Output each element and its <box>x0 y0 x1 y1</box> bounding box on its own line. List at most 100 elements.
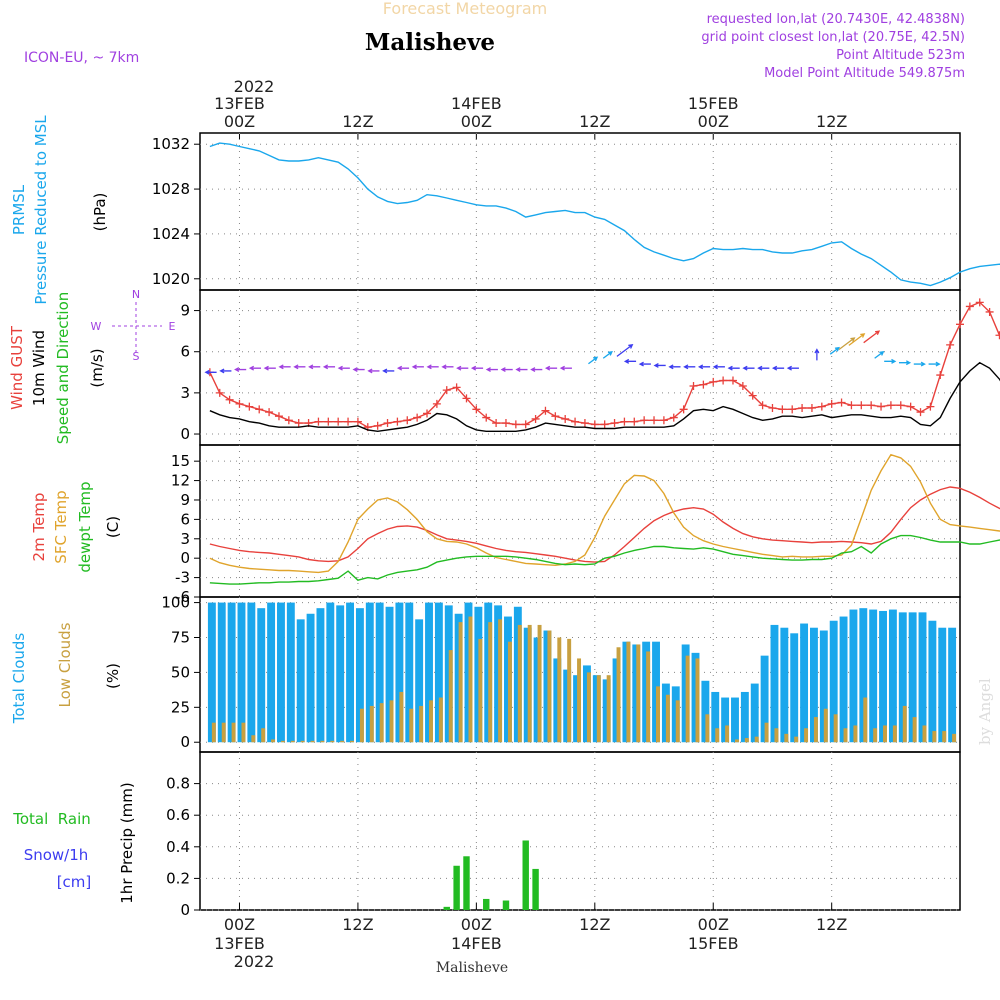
gust-marker <box>432 399 441 408</box>
gust-marker <box>610 419 619 428</box>
gust-marker <box>728 376 737 385</box>
total-cloud-bar <box>770 624 779 743</box>
low-cloud-bar <box>804 728 809 743</box>
top-date-label: 14FEB <box>451 94 502 113</box>
wind-speed-dir-label: Speed and Direction <box>54 292 72 445</box>
wind-arrow <box>771 365 785 371</box>
rain-bar <box>453 865 460 910</box>
gust-marker <box>274 412 283 421</box>
gust-marker <box>452 383 461 392</box>
low-cloud-bar <box>833 714 838 743</box>
gust-marker <box>669 413 678 422</box>
gust-marker <box>294 419 303 428</box>
bottom-hour-label: 12Z <box>579 915 610 934</box>
low-cloud-bar <box>557 637 562 743</box>
gust-marker <box>926 402 935 411</box>
gust-marker <box>511 420 520 429</box>
total-cloud-bar <box>849 609 858 743</box>
wind-arrow <box>683 364 696 370</box>
low-cloud-bar <box>823 708 828 743</box>
clouds-ytick-label: 0 <box>180 733 190 751</box>
rain-bar <box>483 898 490 910</box>
gust-marker <box>965 302 974 311</box>
total-cloud-bar <box>306 613 315 743</box>
total-cloud-bar <box>415 619 424 743</box>
low-cloud-bar <box>744 738 749 743</box>
top-hour-label: 12Z <box>579 112 610 131</box>
low-cloud-bar <box>458 622 463 743</box>
gust-marker <box>462 394 471 403</box>
wind-ytick-label: 3 <box>180 384 190 402</box>
gust-marker <box>492 419 501 428</box>
low-cloud-bar <box>290 740 295 743</box>
low-cloud-bar <box>932 731 937 743</box>
low-cloud-bar <box>606 675 611 743</box>
total-cloud-bar <box>869 609 878 743</box>
low-cloud-bar <box>251 735 256 743</box>
total-cloud-bar <box>839 616 848 743</box>
gust-marker <box>482 413 491 422</box>
gust-marker <box>738 382 747 391</box>
compass-e: E <box>169 320 176 333</box>
low-cloud-bar <box>478 638 483 743</box>
total-cloud-bar <box>829 620 838 743</box>
low-cloud-bar <box>636 644 641 743</box>
wind-10m-label: 10m Wind <box>30 330 48 406</box>
low-cloud-bar <box>922 725 927 743</box>
gust-marker <box>896 401 905 410</box>
gust-marker <box>413 413 422 422</box>
low-cloud-bar <box>764 722 769 743</box>
wind-arrow <box>874 350 885 359</box>
total-cloud-bar <box>731 697 739 743</box>
precipitation-ytick-label: 0.6 <box>166 806 190 824</box>
low-cloud-bar <box>211 722 216 743</box>
snow-unit-label: [cm] <box>57 873 92 891</box>
gust-marker <box>393 417 402 426</box>
low-cloud-bar <box>359 708 364 743</box>
rain-bar <box>443 906 450 910</box>
temperature-ytick-label: 0 <box>180 549 190 567</box>
total-cloud-bar <box>346 602 354 743</box>
wind-arrow <box>248 365 262 371</box>
low-cloud-bar <box>616 647 621 743</box>
low-cloud-bar <box>952 733 957 743</box>
wind-arrow <box>884 358 897 364</box>
low-cloud-bar <box>507 641 512 743</box>
low-cloud-bar <box>527 624 532 743</box>
wind-arrow <box>898 360 912 366</box>
total-cloud-bar <box>217 602 226 743</box>
total-cloud-bar <box>711 691 720 743</box>
gust-marker <box>689 382 698 391</box>
low-cloud-bar <box>310 740 315 743</box>
gust-marker <box>798 403 807 412</box>
low-cloud-bar <box>863 697 868 743</box>
low-cloud-bar <box>261 728 266 743</box>
low-cloud-bar <box>448 650 453 743</box>
rain-bar <box>532 868 539 910</box>
wind-ytick-label: 9 <box>180 302 190 320</box>
bottom-hour-label: 00Z <box>224 915 255 934</box>
precip-unit: 1hr Precip (mm) <box>118 782 136 903</box>
low-cloud-bar <box>419 705 424 743</box>
total-cloud-bar <box>938 627 947 743</box>
gust-marker <box>768 403 777 412</box>
low-cloud-bar <box>438 697 443 743</box>
gust-marker <box>916 408 925 417</box>
gust-marker <box>837 398 846 407</box>
total-cloud-bar <box>316 608 325 743</box>
wind-gust-label: Wind GUST <box>8 325 26 410</box>
gust-marker <box>758 401 767 410</box>
low-cloud-bar <box>577 658 582 743</box>
low-cloud-bar <box>221 722 226 743</box>
low-cloud-bar <box>892 725 897 743</box>
wind-arrow <box>515 367 528 373</box>
temperature-ytick-label: 12 <box>171 472 190 490</box>
wind-arrow <box>786 365 799 371</box>
total-cloud-bar <box>948 627 957 743</box>
total-cloud-bar <box>326 602 335 743</box>
pressure-panel-labels: PRMSL Pressure Reduced to MSL (hPa) <box>10 115 109 305</box>
gust-marker <box>580 419 589 428</box>
temperature-ytick-label: -6 <box>175 588 190 606</box>
